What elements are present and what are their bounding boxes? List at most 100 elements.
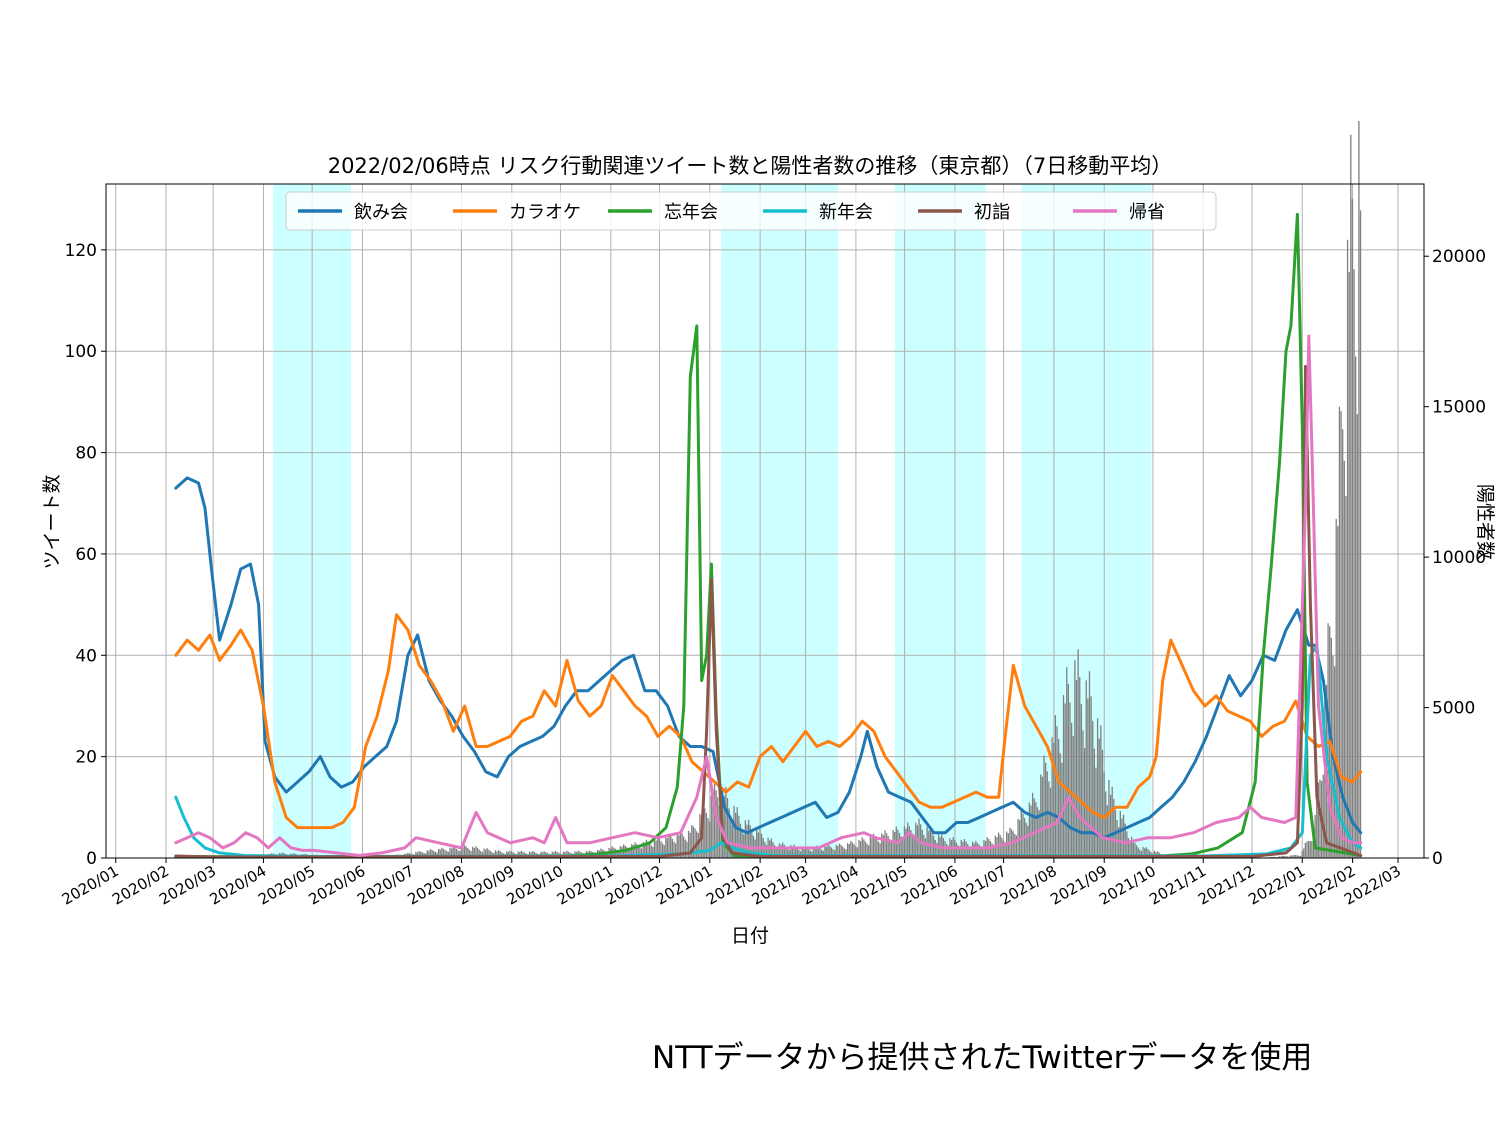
- positive-cases-bar: [1348, 271, 1350, 859]
- positive-cases-bar: [616, 850, 618, 858]
- y2-tick-label: 20000: [1432, 247, 1486, 267]
- positive-cases-bar: [444, 849, 446, 858]
- positive-cases-bar: [468, 849, 471, 858]
- positive-cases-bar: [437, 848, 440, 858]
- positive-cases-bar: [462, 847, 464, 858]
- positive-cases-bar: [1131, 836, 1133, 858]
- positive-cases-bar: [1007, 833, 1009, 858]
- positive-cases-bar: [441, 847, 443, 858]
- shaded-periods: [273, 184, 1152, 858]
- positive-cases-bar: [885, 833, 888, 858]
- positive-cases-bar: [494, 850, 497, 858]
- positive-cases-bar: [689, 832, 691, 858]
- positive-cases-bar: [993, 844, 995, 858]
- positive-cases-bar: [989, 841, 992, 858]
- positive-cases-bar: [532, 851, 534, 858]
- positive-cases-bar: [955, 842, 958, 858]
- positive-cases-bar: [905, 828, 907, 858]
- positive-cases-bar: [739, 823, 742, 858]
- positive-cases-bar: [772, 841, 774, 858]
- positive-cases-bar: [756, 828, 758, 858]
- positive-cases-bar: [455, 848, 458, 858]
- positive-cases-bar: [780, 844, 782, 858]
- positive-cases-bar: [1353, 269, 1355, 858]
- positive-cases-bar: [838, 843, 841, 858]
- positive-cases-bar: [924, 838, 927, 858]
- positive-cases-bar: [681, 833, 683, 858]
- positive-cases-bar: [653, 839, 656, 858]
- positive-cases-bar: [673, 841, 675, 858]
- positive-cases-bar: [1077, 649, 1079, 858]
- positive-cases-bar: [765, 844, 768, 858]
- positive-cases-bar: [738, 815, 740, 858]
- positive-cases-bar: [1035, 802, 1037, 858]
- legend-label: 飲み会: [354, 202, 408, 223]
- positive-cases-bar: [1290, 855, 1292, 858]
- positive-cases-bar: [1056, 726, 1058, 858]
- positive-cases-bar: [970, 847, 972, 858]
- positive-cases-bar: [723, 795, 725, 858]
- x-tick-label: 2021/10: [1096, 862, 1159, 909]
- positive-cases-bar: [1322, 774, 1324, 858]
- positive-cases-bar: [728, 808, 730, 858]
- positive-cases-bar: [1142, 846, 1144, 858]
- y-tick-label: 100: [65, 342, 97, 362]
- positive-cases-bar: [1046, 771, 1048, 858]
- positive-cases-bar: [773, 845, 776, 858]
- positive-cases-bar: [908, 826, 910, 858]
- positive-cases-bar: [798, 850, 800, 858]
- positive-cases-bar: [1022, 813, 1024, 858]
- positive-cases-bar: [877, 841, 880, 858]
- positive-cases-bar: [683, 836, 685, 858]
- positive-cases-bar: [614, 848, 617, 858]
- positive-cases-bar: [725, 786, 727, 858]
- positive-cases-bar: [835, 844, 837, 858]
- positive-cases-bar: [718, 805, 721, 858]
- positive-cases-bar: [973, 843, 975, 858]
- positive-cases-bar: [858, 839, 860, 858]
- positive-cases-bar: [463, 845, 466, 858]
- positive-cases-bar: [1043, 755, 1045, 858]
- positive-cases-bar: [1306, 841, 1308, 858]
- positive-cases-bar: [467, 847, 469, 858]
- positive-cases-bar: [1070, 722, 1073, 858]
- positive-cases-bar: [486, 848, 488, 858]
- positive-cases-bar: [1075, 680, 1078, 858]
- positive-cases-bar: [786, 848, 789, 858]
- positive-cases-bar: [692, 826, 695, 858]
- positive-cases-bar: [874, 836, 876, 858]
- legend-box: [285, 191, 1217, 231]
- positive-cases-bar: [903, 826, 906, 858]
- positive-cases-bar: [496, 851, 498, 858]
- positive-cases-bar: [627, 848, 630, 858]
- positive-cases-bar: [981, 847, 984, 858]
- positive-cases-bar: [736, 807, 738, 858]
- positive-cases-bar: [1048, 781, 1050, 858]
- shaded-period: [894, 184, 986, 858]
- positive-cases-bar: [1316, 789, 1318, 858]
- positive-cases-bar: [674, 843, 677, 858]
- positive-cases-bar: [843, 848, 846, 858]
- positive-cases-bar: [991, 843, 993, 858]
- positive-cases-bar: [741, 829, 743, 858]
- y-tick-label: 20: [75, 748, 97, 768]
- x-tick-label: 2021/08: [997, 862, 1060, 909]
- x-tick-label: 2020/08: [404, 862, 467, 909]
- positive-cases-bar: [691, 824, 693, 858]
- positive-cases-bar: [1045, 762, 1047, 858]
- positive-cases-bar: [812, 846, 815, 858]
- positive-cases-bar: [1132, 841, 1134, 858]
- legend-label: 初詣: [974, 202, 1010, 223]
- positive-cases-bar: [1346, 239, 1349, 858]
- positive-cases-bar: [760, 833, 763, 858]
- positive-cases-bar: [866, 843, 868, 858]
- positive-cases-bar: [1090, 696, 1092, 858]
- positive-cases-bar: [731, 824, 734, 858]
- positive-cases-bar: [892, 829, 894, 858]
- positive-cases-bar: [658, 838, 660, 858]
- positive-cases-bar: [1343, 460, 1345, 858]
- positive-cases-bar: [686, 841, 688, 858]
- positive-cases-bar: [1298, 855, 1300, 858]
- series-line: [174, 364, 1363, 859]
- positive-cases-bar: [1038, 810, 1040, 858]
